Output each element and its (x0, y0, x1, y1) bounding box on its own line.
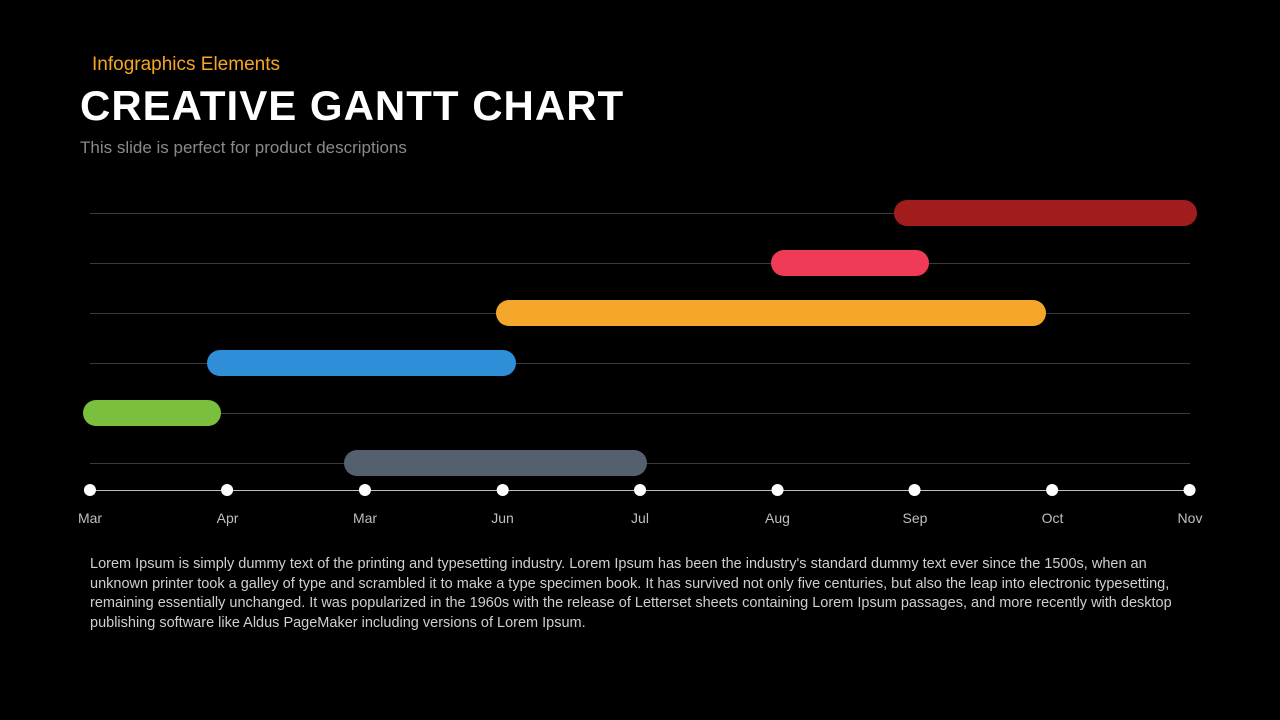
axis-tick: Jun (491, 490, 514, 526)
tick-dot-icon (84, 484, 96, 496)
header-block: Infographics Elements CREATIVE GANTT CHA… (80, 54, 624, 158)
tick-label: Apr (217, 510, 239, 526)
gantt-bar (83, 400, 221, 426)
gantt-bar (894, 200, 1197, 226)
axis-tick: Oct (1042, 490, 1064, 526)
tick-label: Mar (78, 510, 102, 526)
body-paragraph: Lorem Ipsum is simply dummy text of the … (90, 555, 1190, 633)
tick-label: Nov (1178, 510, 1203, 526)
tick-dot-icon (909, 484, 921, 496)
tick-dot-icon (771, 484, 783, 496)
axis-tick: Nov (1178, 490, 1203, 526)
tick-dot-icon (1184, 484, 1196, 496)
gantt-row (90, 363, 1190, 389)
gantt-bar (496, 300, 1046, 326)
gantt-row (90, 263, 1190, 289)
axis-tick: Apr (217, 490, 239, 526)
tick-dot-icon (221, 484, 233, 496)
axis-tick: Jul (631, 490, 649, 526)
slide-title: CREATIVE GANTT CHART (80, 82, 624, 130)
tick-label: Oct (1042, 510, 1064, 526)
axis-tick: Sep (903, 490, 928, 526)
gantt-bar (207, 350, 516, 376)
gantt-bar (771, 250, 929, 276)
gantt-chart (90, 213, 1190, 483)
slide: Infographics Elements CREATIVE GANTT CHA… (0, 0, 1280, 720)
slide-subtitle: This slide is perfect for product descri… (80, 138, 624, 158)
tick-dot-icon (634, 484, 646, 496)
tick-label: Jun (491, 510, 514, 526)
tick-dot-icon (496, 484, 508, 496)
gantt-row (90, 313, 1190, 339)
tick-label: Sep (903, 510, 928, 526)
kicker-text: Infographics Elements (92, 54, 624, 76)
tick-label: Jul (631, 510, 649, 526)
tick-label: Mar (353, 510, 377, 526)
gridline (90, 263, 1190, 264)
tick-dot-icon (1047, 484, 1059, 496)
gantt-bar (344, 450, 647, 476)
axis-tick: Mar (78, 490, 102, 526)
tick-dot-icon (359, 484, 371, 496)
gridline (90, 413, 1190, 414)
gantt-row (90, 213, 1190, 239)
axis-tick: Mar (353, 490, 377, 526)
gantt-row (90, 413, 1190, 439)
axis-tick: Aug (765, 490, 790, 526)
tick-label: Aug (765, 510, 790, 526)
